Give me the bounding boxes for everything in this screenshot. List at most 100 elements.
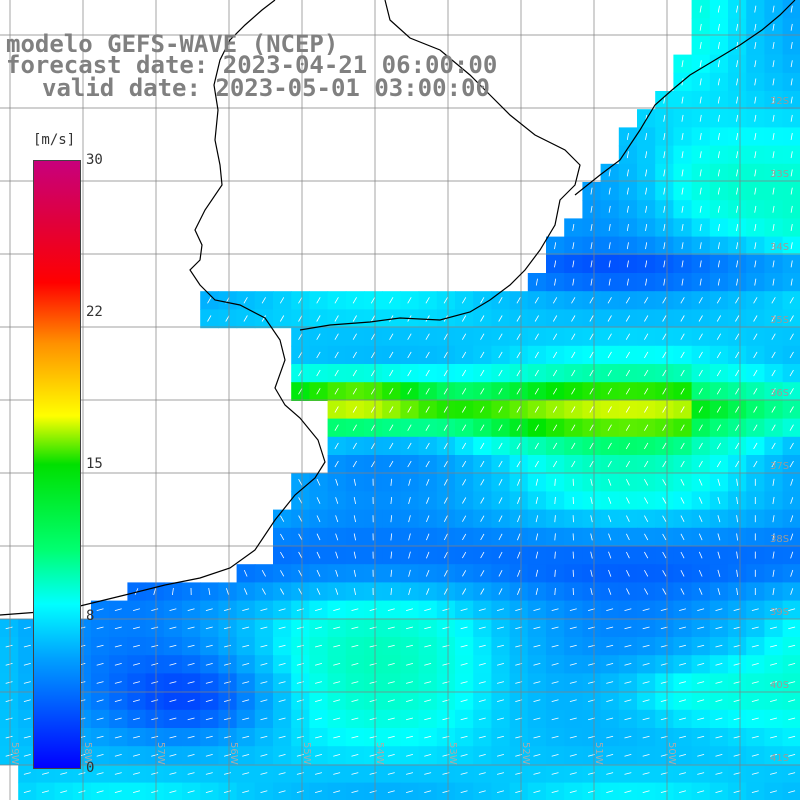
wind-arrow xyxy=(462,551,467,559)
wind-arrow xyxy=(352,351,357,359)
wind-arrow xyxy=(478,681,486,684)
wind-arrow xyxy=(424,608,432,611)
wind-arrow xyxy=(96,790,104,793)
wind-cell xyxy=(564,418,583,438)
wind-arrow xyxy=(96,735,104,739)
wind-arrow xyxy=(715,626,723,630)
wind-arrow xyxy=(151,717,159,721)
wind-arrow xyxy=(334,315,339,322)
wind-arrow xyxy=(370,315,376,322)
wind-cell xyxy=(473,291,492,310)
wind-arrow xyxy=(589,442,594,450)
wind-arrow xyxy=(626,588,630,595)
wind-arrow xyxy=(678,608,687,611)
wind-arrow xyxy=(625,424,631,431)
wind-arrow xyxy=(496,772,505,775)
wind-arrow xyxy=(698,478,703,486)
wind-arrow xyxy=(533,626,541,630)
wind-arrow xyxy=(535,588,539,595)
wind-cell xyxy=(400,345,420,365)
wind-arrow xyxy=(790,533,794,541)
coastline-east xyxy=(574,0,796,196)
wind-arrow xyxy=(569,699,577,702)
wind-arrow xyxy=(223,754,232,757)
wind-cell xyxy=(400,455,420,474)
wind-arrow xyxy=(533,717,541,721)
wind-arrow xyxy=(333,663,341,666)
wind-arrow xyxy=(697,735,705,739)
wind-arrow xyxy=(535,497,539,504)
wind-arrow xyxy=(387,754,395,757)
longitude-label: 56W xyxy=(228,742,239,765)
wind-arrow xyxy=(461,460,467,468)
wind-arrow xyxy=(370,442,376,450)
wind-arrow xyxy=(314,717,323,721)
wind-cell xyxy=(327,291,347,310)
wind-arrow xyxy=(681,242,684,250)
wind-arrow xyxy=(352,369,357,377)
wind-arrow xyxy=(644,315,649,322)
wind-arrow xyxy=(278,772,286,775)
wind-arrow xyxy=(642,644,650,648)
wind-arrow xyxy=(717,587,721,596)
wind-arrow xyxy=(554,496,556,505)
wind-arrow xyxy=(681,205,684,213)
wind-arrow xyxy=(753,333,758,340)
wind-arrow xyxy=(716,315,722,322)
wind-arrow xyxy=(771,442,776,450)
wind-cell xyxy=(418,345,438,365)
wind-cell xyxy=(400,327,420,347)
wind-arrow xyxy=(316,369,321,377)
wind-arrow xyxy=(60,790,68,793)
wind-arrow xyxy=(678,717,687,721)
wind-arrow xyxy=(298,351,303,359)
wind-arrow xyxy=(571,315,576,322)
wind-arrow xyxy=(352,333,357,340)
wind-arrow xyxy=(644,333,649,340)
latitude-label: 41S xyxy=(770,753,789,764)
wind-arrow xyxy=(735,424,740,431)
wind-arrow xyxy=(498,424,503,431)
wind-arrow xyxy=(534,369,539,377)
wind-arrow xyxy=(717,5,720,13)
wind-arrow xyxy=(242,626,250,630)
wind-arrow xyxy=(517,515,521,523)
wind-arrow xyxy=(769,663,778,666)
wind-arrow xyxy=(642,608,650,611)
wind-arrow xyxy=(642,699,650,702)
wind-arrow xyxy=(625,406,631,413)
wind-arrow xyxy=(443,442,448,450)
wind-arrow xyxy=(480,533,485,541)
wind-arrow xyxy=(789,297,794,304)
wind-arrow xyxy=(314,608,323,611)
wind-arrow xyxy=(205,608,213,611)
wind-cell xyxy=(473,327,492,347)
wind-arrow xyxy=(645,133,648,140)
wind-arrow xyxy=(680,497,685,504)
wind-arrow xyxy=(608,533,612,541)
wind-arrow xyxy=(736,5,739,13)
wind-arrow xyxy=(443,333,448,340)
wind-arrow xyxy=(23,754,31,757)
wind-arrow xyxy=(754,169,757,177)
wind-arrow xyxy=(516,315,521,322)
wind-arrow xyxy=(351,644,359,648)
wind-arrow xyxy=(23,663,31,666)
wind-cell xyxy=(236,291,256,310)
wind-cell xyxy=(436,546,456,565)
longitude-label: 50W xyxy=(666,742,677,765)
wind-arrow xyxy=(443,515,448,522)
wind-arrow xyxy=(590,497,593,504)
wind-arrow xyxy=(533,735,541,739)
wind-arrow xyxy=(498,515,503,522)
wind-arrow xyxy=(642,754,650,757)
wind-arrow xyxy=(424,772,432,775)
wind-arrow xyxy=(169,626,177,630)
wind-arrow xyxy=(699,169,702,177)
wind-arrow xyxy=(571,369,576,377)
wind-arrow xyxy=(772,496,775,505)
wind-arrow xyxy=(772,278,775,286)
wind-cell xyxy=(345,364,365,383)
wind-arrow xyxy=(335,588,339,595)
wind-arrow xyxy=(569,626,577,630)
